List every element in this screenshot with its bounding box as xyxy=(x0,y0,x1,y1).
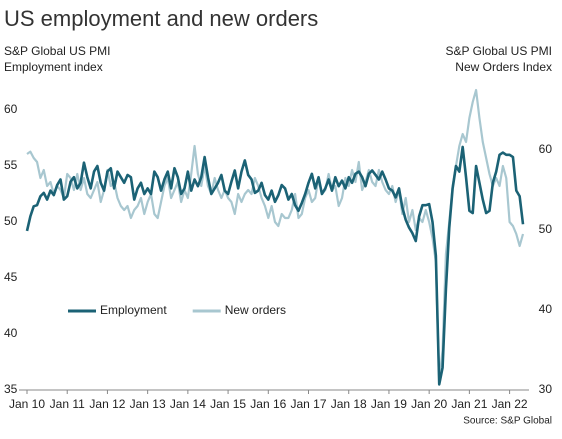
y-tick-label: 50 xyxy=(4,214,18,228)
source: Source: S&P Global xyxy=(463,416,552,427)
y2-tick-label: 60 xyxy=(539,142,553,156)
x-tick-label: Jan 12 xyxy=(89,397,125,411)
chart-title: US employment and new orders xyxy=(4,6,318,31)
x-tick-label: Jan 10 xyxy=(9,397,45,411)
x-tick-label: Jan 22 xyxy=(492,397,528,411)
y-axis-label: S&P Global US PMI xyxy=(4,44,111,58)
x-tick-label: Jan 15 xyxy=(210,397,246,411)
x-tick-label: Jan 14 xyxy=(170,397,206,411)
legend-label: Employment xyxy=(100,303,167,317)
y2-axis-label: S&P Global US PMI xyxy=(446,44,553,58)
y-tick-label: 60 xyxy=(4,102,18,116)
x-tick-label: Jan 16 xyxy=(250,397,286,411)
series-line xyxy=(26,88,525,384)
y-tick-label: 40 xyxy=(4,326,18,340)
x-tick-label: Jan 21 xyxy=(451,397,487,411)
y2-tick-label: 30 xyxy=(539,382,553,396)
y2-tick-label: 50 xyxy=(539,222,553,236)
x-tick-label: Jan 17 xyxy=(290,397,326,411)
y-tick-label: 45 xyxy=(4,270,18,284)
x-tick-label: Jan 13 xyxy=(130,397,166,411)
x-tick-label: Jan 19 xyxy=(371,397,407,411)
y2-axis-label: New Orders Index xyxy=(455,60,552,74)
x-tick-label: Jan 18 xyxy=(331,397,367,411)
x-tick-label: Jan 20 xyxy=(411,397,447,411)
x-tick-label: Jan 11 xyxy=(50,397,85,411)
y2-tick-label: 40 xyxy=(539,302,553,316)
legend-label: New orders xyxy=(225,303,286,317)
y-tick-label: 55 xyxy=(4,158,18,172)
y-tick-label: 35 xyxy=(4,382,18,396)
y-axis-label: Employment index xyxy=(4,60,103,74)
series-line xyxy=(25,145,525,386)
